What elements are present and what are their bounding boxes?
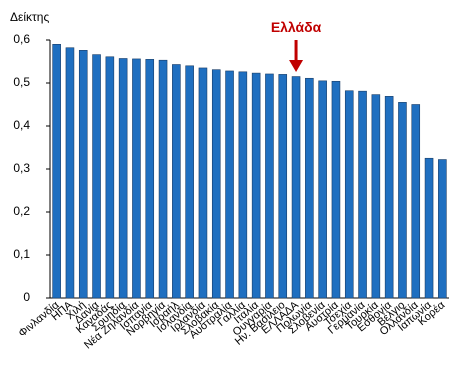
y-tick-label: 0,3 [13,161,30,175]
y-tick-label: 0,2 [13,204,30,218]
bar [305,77,314,299]
bar [225,70,234,299]
bar [251,72,261,299]
bar [424,157,434,299]
bar [52,43,61,299]
y-tick-label: 0,4 [13,118,30,132]
bar [211,69,221,299]
bar [358,90,367,299]
y-axis-label: Δείκτης [10,10,49,24]
y-tick-label: 0,1 [13,247,30,261]
bar [318,80,327,299]
annotation-arrow-head [289,60,304,72]
bar [411,104,421,299]
bar [105,56,115,299]
bar [65,47,75,299]
y-tick-label: 0,6 [13,32,30,46]
bar [198,67,208,299]
bar [132,58,141,299]
bar [118,58,128,299]
bar [371,94,381,299]
bar [438,159,447,299]
bar [291,76,301,299]
bar [398,102,407,299]
y-tick-label: 0 [23,290,30,304]
bar [185,65,194,299]
bar [92,54,101,299]
bar [78,50,88,299]
bar [344,90,354,299]
bar [384,96,394,299]
bar [158,59,168,299]
y-tick-label: 0,5 [13,75,30,89]
bar [331,80,341,299]
bar [265,73,274,299]
bar [172,64,181,299]
bar [145,59,155,299]
annotation-text: Ελλάδα [271,19,322,35]
bar [238,71,248,299]
bar [278,74,288,299]
